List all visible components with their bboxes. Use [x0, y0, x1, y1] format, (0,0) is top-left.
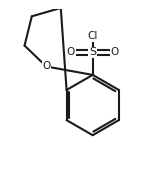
Text: S: S — [89, 47, 96, 57]
Text: O: O — [67, 47, 75, 57]
Text: O: O — [42, 61, 50, 71]
Text: Cl: Cl — [88, 31, 98, 42]
Text: O: O — [110, 47, 119, 57]
